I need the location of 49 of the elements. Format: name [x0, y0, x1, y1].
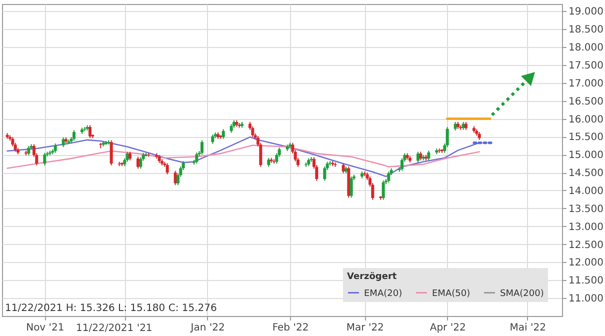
y-tick-label: 15.000: [568, 150, 604, 162]
legend-label: EMA(50): [432, 288, 470, 299]
text: 11/22/2021 '21: [76, 323, 152, 334]
candlestick: [387, 170, 390, 184]
y-tick-label: 11.000: [568, 294, 604, 305]
annotation: 11/22/2021 H: 15.326 L: 15.180 C: 15.276: [5, 303, 217, 314]
candlestick: [200, 140, 204, 156]
candlestick: [43, 152, 46, 166]
y-tick-label: 16.500: [568, 96, 604, 108]
y-tick-label: 11.500: [568, 276, 604, 287]
y-tick-label: 16.000: [568, 114, 604, 126]
y-tick-label: 15.500: [568, 132, 604, 144]
candlestick: [139, 156, 142, 170]
x-tick-label: Nov '21: [26, 322, 64, 334]
legend-label: SMA(200): [500, 288, 544, 299]
y-tick-label: 17.000: [568, 78, 604, 90]
candlestick: [166, 162, 169, 175]
y-tick-label: 14.500: [568, 168, 604, 180]
candlestick: [222, 128, 225, 140]
candlestick: [342, 162, 345, 174]
candlestick: [251, 126, 254, 138]
candlestick: [350, 176, 353, 198]
y-tick-label: 18.500: [568, 24, 604, 36]
candlestick: [427, 150, 430, 161]
x-tick-label: Jan '22: [190, 322, 225, 334]
candlestick: [72, 130, 76, 142]
legend-title: Verzögert: [347, 272, 398, 282]
y-tick-label: 19.000: [568, 6, 604, 18]
candlestick: [62, 136, 65, 148]
legend-label: EMA(20): [364, 288, 402, 299]
candlestick: [195, 152, 198, 164]
y-tick-label: 13.000: [568, 222, 604, 233]
candlestick: [323, 166, 326, 182]
y-tick-label: 18.000: [568, 42, 604, 54]
x-tick-label: Feb '22: [272, 322, 309, 334]
y-tick-label: 12.500: [568, 240, 604, 251]
candlestick: [88, 124, 92, 139]
x-tick-label: Mar '22: [346, 322, 384, 334]
y-tick-label: 13.500: [568, 204, 604, 215]
y-tick-label: 12.000: [568, 258, 604, 269]
candlestick: [382, 180, 385, 200]
x-tick-label: Apr '22: [430, 322, 466, 334]
candlestick: [110, 140, 113, 166]
y-tick-label: 17.500: [568, 60, 604, 72]
x-tick-label: Mai '22: [510, 322, 546, 334]
candlestick: [27, 146, 30, 156]
candlestick: [211, 134, 214, 144]
y-tick-label: 14.000: [568, 186, 604, 197]
candlestick: [54, 143, 57, 154]
